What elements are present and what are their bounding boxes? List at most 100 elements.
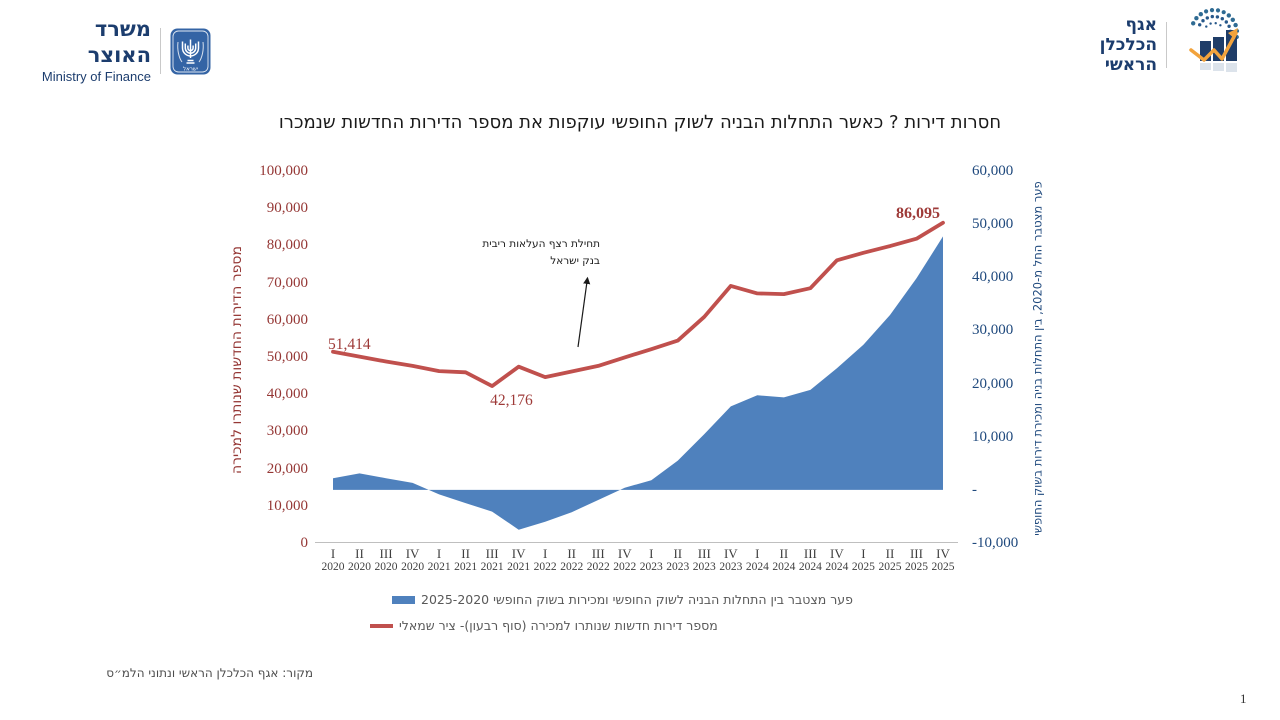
x-axis-category-label: III 2025 [899, 547, 933, 575]
quarter-label: I [330, 546, 336, 561]
page-number: 1 [1240, 691, 1247, 706]
quarter-label: IV [617, 546, 632, 561]
year-label: 2024 [825, 561, 849, 573]
quarter-label: IV [936, 546, 950, 561]
quarter-label: IV [405, 546, 420, 561]
tick-label: 70,000 [266, 274, 308, 291]
quarter-label: I [755, 546, 760, 561]
plot-area [315, 220, 958, 543]
ministry-name-english: Ministry of Finance [41, 69, 151, 84]
ministry-of-finance-logo: משרד האוצר Ministry of Finance ישראל [35, 16, 211, 86]
year-label: 2025 [878, 561, 902, 573]
dwellings-for-sale-line-series [331, 220, 945, 388]
tick-label: 60,000 [972, 163, 1014, 179]
quarter-label: I [649, 546, 654, 561]
quarter-label: IV [830, 546, 844, 561]
legend-item-area: פער מצטבר בין התחלות הבניה לשוק החופשי ו… [392, 592, 853, 607]
year-label: 2020 [401, 561, 425, 573]
quarter-label: II [461, 546, 470, 561]
x-axis-category-label: II 2020 [343, 547, 377, 575]
year-label: 2022 [560, 561, 584, 573]
tick-label: 20,000 [972, 375, 1014, 392]
x-axis-category-label: IV 2023 [714, 547, 748, 575]
x-axis-category-label: IV 2024 [820, 547, 854, 575]
year-label: 2025 [931, 561, 955, 573]
tick-label: 30,000 [972, 322, 1014, 339]
legend-item-line: מספר דירות חדשות שנותרו למכירה (סוף רבעו… [370, 618, 718, 633]
annotation-arrow-icon [577, 276, 591, 348]
division-name-line1: אגף [1125, 15, 1157, 35]
quarter-label: III [485, 546, 499, 561]
x-axis-category-label: I 2020 [316, 547, 350, 575]
quarter-label: III [803, 546, 817, 561]
chief-economist-logo: אגף הכלכלן הראשי [1057, 8, 1250, 82]
division-name-line2: הכלכלן הראשי [1099, 35, 1157, 75]
year-label: 2022 [613, 561, 637, 573]
year-label: 2021 [427, 561, 451, 573]
slide-title: חסרות דירות ? כאשר התחלות הבניה לשוק החו… [278, 112, 1002, 133]
x-axis-category-label: II 2023 [661, 547, 695, 575]
tick-label: 40,000 [266, 386, 308, 403]
quarter-label: II [355, 546, 364, 561]
tick-label: 20,000 [266, 460, 308, 477]
x-axis-category-label: I 2025 [846, 547, 880, 575]
logo-separator [160, 28, 161, 74]
x-axis-category-label: III 2024 [793, 547, 827, 575]
year-label: 2022 [586, 561, 610, 573]
x-axis-category-label: II 2021 [449, 547, 483, 575]
israel-state-emblem-icon: ישראל [170, 28, 211, 74]
data-point-label: 42,176 [490, 392, 533, 410]
x-axis-category-label: III 2022 [581, 547, 615, 575]
tick-label: -10,000 [972, 535, 1019, 551]
svg-text:ישראל: ישראל [183, 65, 198, 72]
quarter-label: IV [511, 546, 526, 561]
year-label: 2021 [507, 561, 531, 573]
tick-label: 90,000 [266, 200, 308, 217]
quarter-label: IV [723, 546, 738, 561]
year-label: 2023 [692, 561, 716, 573]
x-axis-category-label: IV 2022 [608, 547, 642, 575]
chief-economist-chart-arrow-icon [1189, 8, 1240, 72]
year-label: 2020 [374, 561, 398, 573]
quarter-label: I [543, 546, 548, 561]
quarter-label: I [436, 546, 442, 561]
right-axis-title: פער מצטבר החל מ-2020, בין התחלות בניה ומ… [1030, 181, 1045, 536]
year-label: 2020 [348, 561, 372, 573]
quarter-label: II [673, 546, 683, 561]
division-name: אגף הכלכלן הראשי [1057, 15, 1157, 75]
tick-label: 60,000 [266, 311, 308, 328]
annotation-line2: בנק ישראל [550, 254, 600, 267]
year-label: 2023 [639, 561, 663, 573]
year-label: 2024 [745, 561, 769, 573]
year-label: 2025 [904, 561, 928, 573]
x-axis-category-label: II 2024 [767, 547, 801, 575]
rate-hike-annotation: תחילת רצף העלאות ריבית בנק ישראל [448, 236, 600, 269]
year-label: 2024 [772, 561, 796, 573]
tick-label: 10,000 [972, 428, 1014, 445]
x-axis-category-label: I 2022 [528, 547, 562, 575]
year-label: 2024 [798, 561, 822, 573]
ministry-name: משרד האוצר Ministry of Finance [35, 16, 151, 86]
x-axis-category-label: IV 2020 [396, 547, 430, 575]
tick-label: 0 [300, 535, 309, 551]
legend-label-line: מספר דירות חדשות שנותרו למכירה (סוף רבעו… [399, 618, 718, 633]
tick-label: 50,000 [972, 216, 1014, 233]
quarter-label: III [379, 546, 393, 561]
x-axis-category-label: II 2022 [555, 547, 589, 575]
area-series-swatch-icon [392, 595, 415, 604]
x-axis-category-label: I 2023 [634, 547, 668, 575]
quarter-label: III [591, 546, 605, 561]
legend-label-area: פער מצטבר בין התחלות הבניה לשוק החופשי ו… [421, 592, 853, 607]
quarter-label: III [909, 546, 923, 561]
x-axis-category-label: I 2021 [422, 547, 456, 575]
source-note: מקור: אגף הכלכלן הראשי ונתוני הלמ״ס [106, 666, 313, 680]
x-axis-category-label: III 2021 [475, 547, 509, 575]
year-label: 2020 [321, 561, 345, 573]
tick-label: 10,000 [266, 497, 308, 514]
x-axis-category-label: I 2024 [740, 547, 774, 575]
year-label: 2021 [480, 561, 504, 573]
year-label: 2021 [454, 561, 478, 573]
x-axis-category-label: II 2025 [873, 547, 907, 575]
tick-label: 40,000 [972, 269, 1014, 286]
